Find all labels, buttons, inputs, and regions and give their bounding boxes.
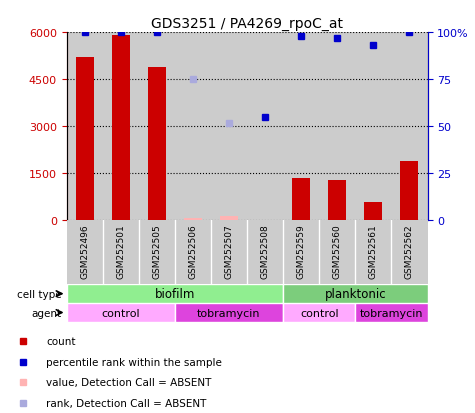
Bar [400, 161, 418, 221]
Text: count: count [46, 336, 76, 346]
Bar [355, 221, 391, 285]
Text: control: control [101, 308, 140, 318]
Bar [283, 33, 319, 221]
Bar [283, 285, 428, 303]
Bar [391, 221, 428, 285]
Bar [247, 33, 283, 221]
Bar [175, 221, 211, 285]
Text: control: control [300, 308, 339, 318]
Text: tobramycin: tobramycin [360, 308, 423, 318]
Bar [283, 303, 355, 322]
Bar [292, 179, 310, 221]
Bar [211, 33, 247, 221]
Text: value, Detection Call = ABSENT: value, Detection Call = ABSENT [46, 377, 211, 387]
Bar [211, 221, 247, 285]
Text: cell type: cell type [17, 289, 62, 299]
Text: agent: agent [32, 308, 62, 318]
Text: GSM252560: GSM252560 [333, 224, 342, 279]
Text: GSM252507: GSM252507 [225, 224, 233, 279]
Bar [355, 33, 391, 221]
Bar [319, 221, 355, 285]
Bar [319, 33, 355, 221]
Bar [103, 33, 139, 221]
Bar [364, 203, 382, 221]
Bar [247, 221, 283, 285]
Bar [112, 36, 130, 221]
Bar [256, 220, 274, 221]
Text: GSM252508: GSM252508 [261, 224, 269, 279]
Text: GSM252559: GSM252559 [297, 224, 305, 279]
Text: GSM252506: GSM252506 [189, 224, 197, 279]
Bar [139, 221, 175, 285]
Bar [328, 181, 346, 221]
Text: percentile rank within the sample: percentile rank within the sample [46, 357, 222, 367]
Text: GSM252496: GSM252496 [80, 224, 89, 279]
Text: planktonic: planktonic [324, 287, 386, 300]
Bar [355, 303, 428, 322]
Bar [66, 285, 283, 303]
Text: biofilm: biofilm [155, 287, 195, 300]
Text: GSM252562: GSM252562 [405, 224, 414, 279]
Bar [220, 216, 238, 221]
Text: rank, Detection Call = ABSENT: rank, Detection Call = ABSENT [46, 398, 206, 408]
Bar [175, 303, 283, 322]
Bar [103, 221, 139, 285]
Text: GSM252561: GSM252561 [369, 224, 378, 279]
Bar [148, 67, 166, 221]
Text: GSM252501: GSM252501 [116, 224, 125, 279]
Text: tobramycin: tobramycin [197, 308, 261, 318]
Title: GDS3251 / PA4269_rpoC_at: GDS3251 / PA4269_rpoC_at [151, 17, 343, 31]
Bar [175, 33, 211, 221]
Bar [66, 33, 103, 221]
Bar [76, 58, 94, 221]
Bar [139, 33, 175, 221]
Bar [184, 218, 202, 221]
Bar [66, 221, 103, 285]
Bar [66, 303, 175, 322]
Text: GSM252505: GSM252505 [152, 224, 161, 279]
Bar [391, 33, 428, 221]
Bar [283, 221, 319, 285]
